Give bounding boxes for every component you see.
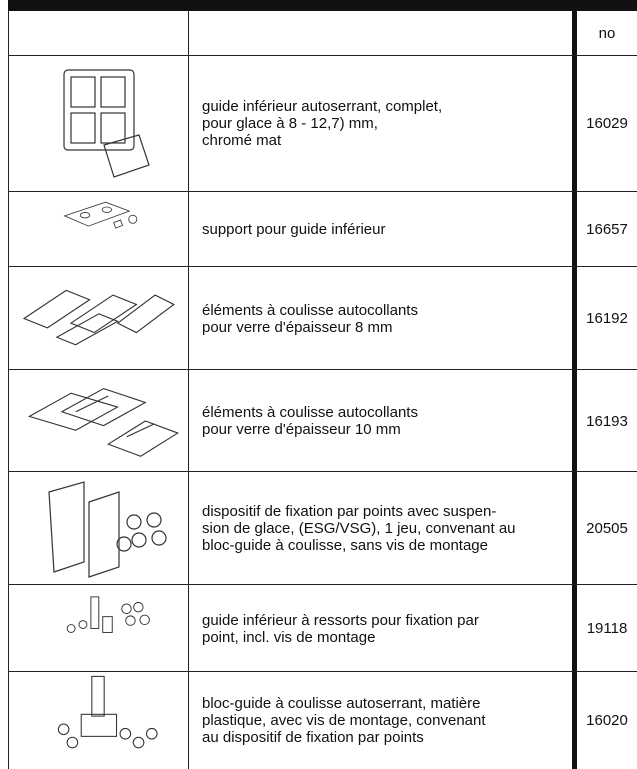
description-line: pour glace à 8 - 12,7) mm, xyxy=(202,115,378,132)
description-line: guide inférieur à ressorts pour fixation… xyxy=(202,611,479,629)
product-image xyxy=(9,370,187,472)
description: support pour guide inférieur xyxy=(202,192,572,267)
article-number: 16192 xyxy=(586,310,628,327)
row-border xyxy=(8,369,637,370)
product-drawing xyxy=(22,289,175,346)
product-image xyxy=(9,192,187,267)
article-number: 19118 xyxy=(586,620,628,637)
description: guide inférieur à ressorts pour fixation… xyxy=(202,585,572,672)
left-border xyxy=(8,11,9,769)
product-drawing xyxy=(57,675,158,749)
description: éléments à coulisse autocollants pour ver… xyxy=(202,267,572,370)
description-line: bloc-guide à coulisse autoserrant, matiè… xyxy=(202,695,481,712)
product-image xyxy=(9,585,187,672)
product-drawing xyxy=(48,481,167,578)
description: guide inférieur autoserrant, complet, pou… xyxy=(202,55,572,192)
article-number: 16029 xyxy=(586,115,628,132)
description-text: guide inférieur à ressorts pour fixation… xyxy=(202,612,479,646)
row-border xyxy=(8,584,637,585)
product-drawing xyxy=(63,69,150,178)
product-image xyxy=(9,267,187,370)
row-border xyxy=(8,471,637,472)
article-number: 16193 xyxy=(586,412,628,430)
product-drawing xyxy=(27,387,179,457)
description-text: guide inférieur autoserrant, complet, pou… xyxy=(202,98,442,149)
description-text: dispositif de fixation par points avec s… xyxy=(202,503,516,554)
article-number: 16020 xyxy=(586,712,628,729)
description-line: support pour guide inférieur xyxy=(202,221,386,238)
description-text: bloc-guide à coulisse autoserrant, matiè… xyxy=(202,695,486,746)
row-border xyxy=(8,266,637,267)
row-border xyxy=(8,671,637,672)
product-image xyxy=(9,672,187,769)
header-no: no xyxy=(598,24,616,42)
column-divider xyxy=(188,11,189,769)
article-number: 16657 xyxy=(586,221,628,238)
row-border xyxy=(8,191,637,192)
description-line: éléments à coulisse autocollants xyxy=(202,404,418,421)
product-drawing xyxy=(66,596,150,633)
description-line: éléments à coulisse autocollants xyxy=(202,301,418,319)
product-image xyxy=(9,55,187,192)
description-line: sion de glace, (ESG/VSG), 1 jeu, convena… xyxy=(202,520,516,537)
top-border xyxy=(8,0,637,11)
description: dispositif de fixation par points avec s… xyxy=(202,472,572,585)
description-line: pour verre d'épaisseur 10 mm xyxy=(202,421,401,438)
description-line: pour verre d'épaisseur 8 mm xyxy=(202,318,393,336)
description-line: au dispositif de fixation par points xyxy=(202,729,424,746)
product-image xyxy=(9,472,187,585)
description-line: point, incl. vis de montage xyxy=(202,628,376,646)
description-line: bloc-guide à coulisse, sans vis de monta… xyxy=(202,537,488,554)
description-text: éléments à coulisse autocollants pour ver… xyxy=(202,404,418,438)
article-number: 20505 xyxy=(586,520,628,537)
description: bloc-guide à coulisse autoserrant, matiè… xyxy=(202,672,572,769)
description-line: chromé mat xyxy=(202,132,282,149)
row-border xyxy=(8,55,637,56)
column-divider xyxy=(572,0,577,769)
description-line: plastique, avec vis de montage, convenan… xyxy=(202,712,486,729)
description-line: dispositif de fixation par points avec s… xyxy=(202,503,497,520)
description: éléments à coulisse autocollants pour ver… xyxy=(202,370,572,472)
description-text: éléments à coulisse autocollants pour ver… xyxy=(202,302,418,336)
product-drawing xyxy=(63,201,138,229)
description-text: support pour guide inférieur xyxy=(202,221,385,238)
description-line: guide inférieur autoserrant, complet, xyxy=(202,98,443,115)
